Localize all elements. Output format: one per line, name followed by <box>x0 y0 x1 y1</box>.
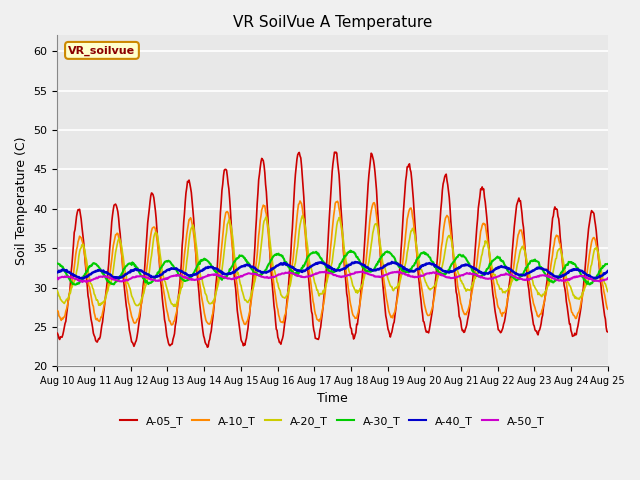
X-axis label: Time: Time <box>317 392 348 405</box>
Title: VR SoilVue A Temperature: VR SoilVue A Temperature <box>233 15 432 30</box>
Y-axis label: Soil Temperature (C): Soil Temperature (C) <box>15 137 28 265</box>
Legend: A-05_T, A-10_T, A-20_T, A-30_T, A-40_T, A-50_T: A-05_T, A-10_T, A-20_T, A-30_T, A-40_T, … <box>116 412 549 432</box>
Text: VR_soilvue: VR_soilvue <box>68 45 136 56</box>
